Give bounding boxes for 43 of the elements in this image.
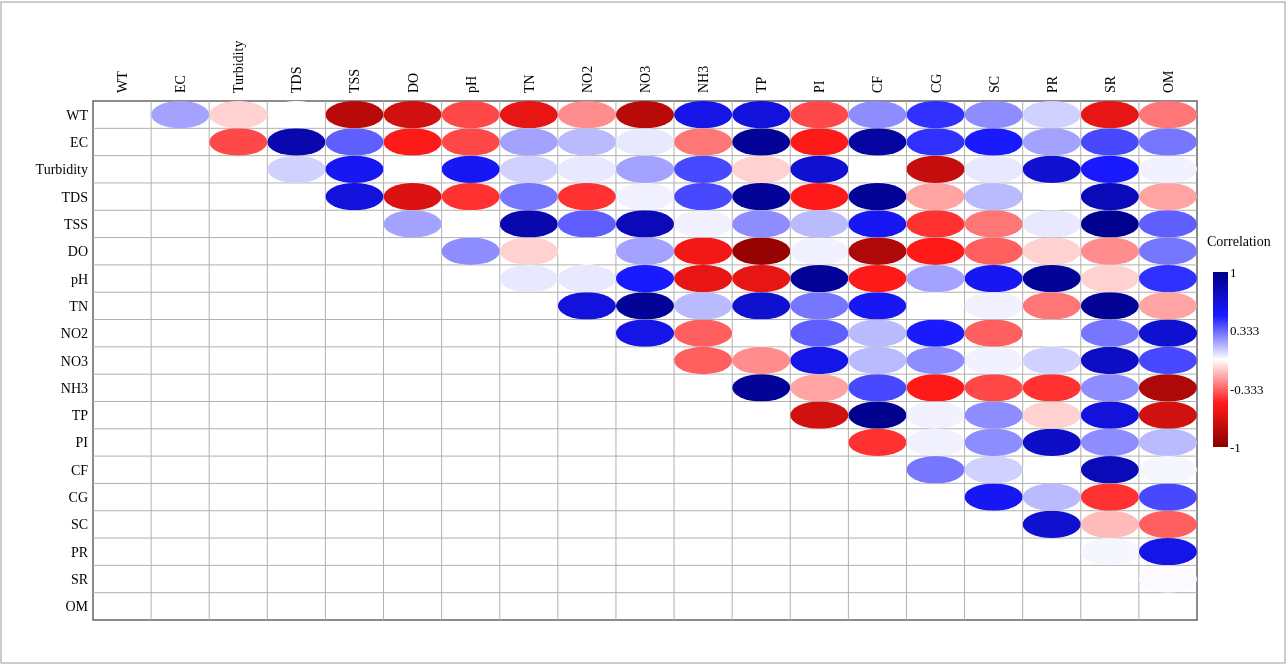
y-tick-label: TSS — [63, 216, 88, 232]
x-tick-label: CF — [870, 75, 886, 93]
x-tick-label: PR — [1044, 75, 1060, 93]
y-tick-label: TN — [69, 298, 88, 314]
color-bar-label: 0.333 — [1230, 323, 1260, 339]
y-tick-label: CF — [70, 462, 89, 478]
x-tick-label: pH — [463, 75, 479, 93]
x-tick-label: DO — [405, 72, 421, 93]
x-tick-label: TP — [754, 76, 770, 93]
y-tick-label: pH — [70, 271, 88, 287]
y-tick-label: TP — [71, 408, 89, 424]
y-tick-label: PI — [75, 435, 89, 451]
y-tick-label: NH3 — [60, 380, 88, 396]
legend-title: Correlation — [1207, 234, 1271, 249]
x-tick-label: NO2 — [579, 65, 595, 93]
y-tick-label: NO2 — [60, 326, 88, 342]
y-tick-label: OM — [65, 599, 89, 615]
y-tick-label: EC — [70, 134, 88, 150]
y-tick-label: PR — [70, 544, 89, 560]
x-tick-label: TN — [521, 74, 537, 93]
x-tick-label: Turbidity — [231, 40, 247, 93]
x-tick-label: TDS — [289, 66, 305, 93]
x-tick-label: SR — [1102, 75, 1118, 93]
y-tick-label: TDS — [61, 189, 88, 205]
y-tick-label: CG — [68, 490, 88, 506]
color-bar-label: 1 — [1230, 265, 1237, 280]
x-tick-label: EC — [173, 75, 189, 93]
color-bar-label: -1 — [1230, 440, 1241, 455]
color-bar-label: -0.333 — [1230, 381, 1264, 397]
x-tick-label: WT — [115, 70, 131, 93]
y-tick-label: WT — [66, 107, 89, 123]
x-tick-label: PI — [812, 80, 828, 93]
y-tick-label: SR — [70, 572, 89, 588]
x-tick-label: TSS — [347, 68, 363, 93]
x-tick-label: OM — [1160, 69, 1176, 93]
y-tick-label: SC — [70, 517, 88, 533]
x-tick-label: NH3 — [696, 65, 712, 93]
x-tick-label: SC — [986, 75, 1002, 93]
y-tick-label: NO3 — [60, 353, 88, 369]
x-tick-label: NO3 — [638, 65, 653, 93]
y-tick-label: Turbidity — [35, 162, 88, 178]
x-tick-label: CG — [928, 73, 944, 93]
y-tick-label: DO — [67, 244, 88, 260]
